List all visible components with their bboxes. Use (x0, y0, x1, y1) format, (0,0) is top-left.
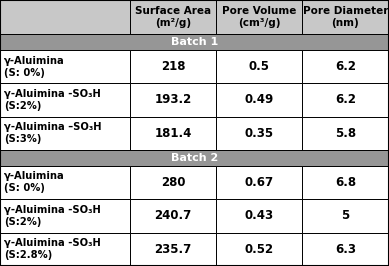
Text: 5.8: 5.8 (335, 127, 356, 140)
Text: γ-Aluimina -SO₃H
(S:2%): γ-Aluimina -SO₃H (S:2%) (4, 89, 101, 111)
Bar (0, 150, 389, 165)
Text: 240.7: 240.7 (154, 209, 192, 222)
Bar (0, 165, 130, 199)
Bar (130, 117, 216, 150)
Text: 5: 5 (342, 209, 350, 222)
Text: γ-Aluimina
(S: 0%): γ-Aluimina (S: 0%) (4, 171, 65, 193)
Text: 235.7: 235.7 (154, 243, 192, 256)
Bar (0, 232, 130, 266)
Bar (216, 199, 302, 232)
Bar (0, 0, 130, 34)
Bar (302, 199, 389, 232)
Bar (130, 0, 216, 34)
Bar (0, 83, 130, 117)
Bar (130, 199, 216, 232)
Text: 0.52: 0.52 (244, 243, 273, 256)
Bar (130, 232, 216, 266)
Bar (216, 165, 302, 199)
Text: 6.8: 6.8 (335, 176, 356, 189)
Text: 0.49: 0.49 (244, 93, 273, 106)
Bar (216, 117, 302, 150)
Text: 0.43: 0.43 (244, 209, 273, 222)
Bar (302, 117, 389, 150)
Text: 193.2: 193.2 (154, 93, 192, 106)
Text: Batch 2: Batch 2 (171, 153, 218, 163)
Bar (216, 232, 302, 266)
Bar (302, 50, 389, 83)
Text: 6.2: 6.2 (335, 60, 356, 73)
Text: 218: 218 (161, 60, 185, 73)
Text: γ-Aluimina
(S: 0%): γ-Aluimina (S: 0%) (4, 56, 65, 77)
Bar (130, 83, 216, 117)
Text: γ-Aluimina –SO₃H
(S:3%): γ-Aluimina –SO₃H (S:3%) (4, 122, 102, 144)
Text: 280: 280 (161, 176, 185, 189)
Text: 181.4: 181.4 (154, 127, 192, 140)
Bar (216, 0, 302, 34)
Text: 0.35: 0.35 (244, 127, 273, 140)
Text: 0.67: 0.67 (244, 176, 273, 189)
Bar (130, 165, 216, 199)
Text: 0.5: 0.5 (249, 60, 270, 73)
Bar (302, 165, 389, 199)
Text: Surface Area
(m²/g): Surface Area (m²/g) (135, 6, 211, 28)
Text: 6.2: 6.2 (335, 93, 356, 106)
Bar (302, 232, 389, 266)
Bar (302, 83, 389, 117)
Bar (0, 34, 389, 50)
Text: Pore Volume
(cm³/g): Pore Volume (cm³/g) (222, 6, 296, 28)
Text: 6.3: 6.3 (335, 243, 356, 256)
Bar (130, 50, 216, 83)
Bar (302, 0, 389, 34)
Bar (216, 50, 302, 83)
Bar (216, 83, 302, 117)
Text: Pore Diameter
(nm): Pore Diameter (nm) (303, 6, 388, 28)
Text: Batch 1: Batch 1 (171, 37, 218, 47)
Bar (0, 117, 130, 150)
Text: γ-Aluimina -SO₃H
(S:2%): γ-Aluimina -SO₃H (S:2%) (4, 205, 101, 227)
Bar (0, 199, 130, 232)
Text: γ-Aluimina -SO₃H
(S:2.8%): γ-Aluimina -SO₃H (S:2.8%) (4, 238, 101, 260)
Bar (0, 50, 130, 83)
